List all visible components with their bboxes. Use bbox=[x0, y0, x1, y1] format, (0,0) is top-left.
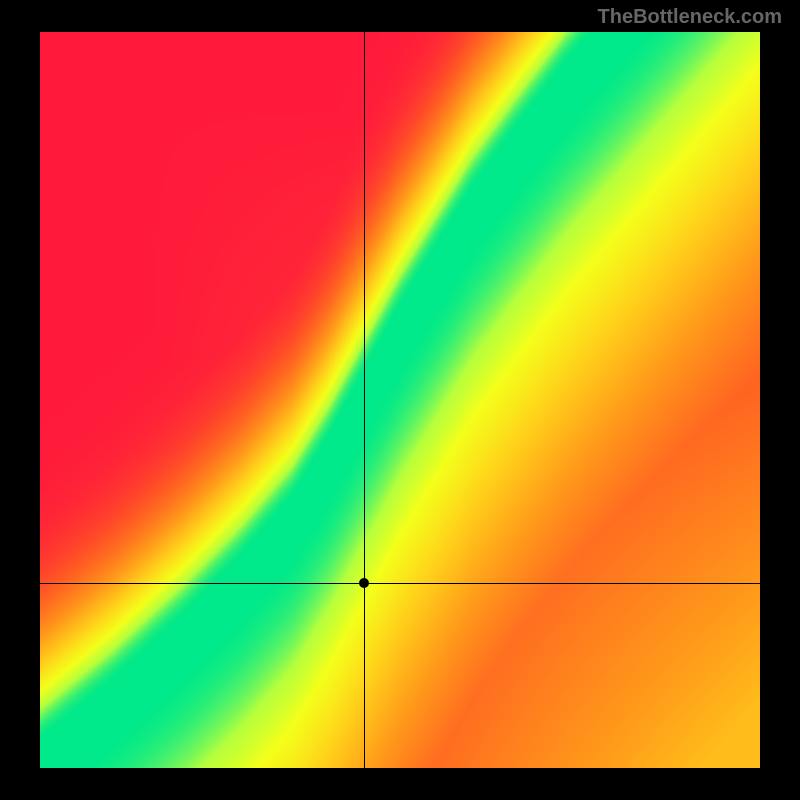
crosshair-vertical bbox=[364, 32, 365, 768]
chart-container: TheBottleneck.com bbox=[0, 0, 800, 800]
crosshair-horizontal bbox=[40, 583, 760, 584]
plot-area bbox=[40, 32, 760, 768]
heatmap-canvas bbox=[40, 32, 760, 768]
crosshair-marker[interactable] bbox=[359, 578, 369, 588]
watermark-text: TheBottleneck.com bbox=[598, 6, 782, 29]
